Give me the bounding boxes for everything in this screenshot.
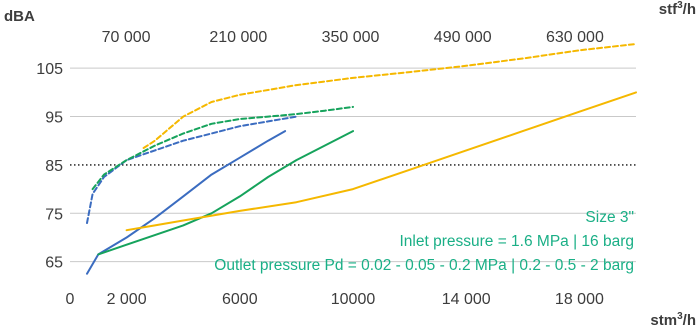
x-unit-suffix: /h — [683, 312, 696, 329]
series-layer — [86, 43, 637, 275]
y-tick-label: 105 — [36, 61, 63, 78]
x-unit-sup: 3 — [677, 311, 683, 322]
y-axis-unit: dBA — [4, 8, 35, 25]
x-axis-unit: stm3/h — [650, 311, 696, 329]
annotation-inlet-pressure: Inlet pressure = 1.6 MPa | 16 barg — [399, 233, 634, 250]
series-line-2 — [97, 130, 354, 256]
series-line-3 — [125, 91, 637, 232]
x2-axis-unit: stf3/h — [659, 0, 696, 18]
x-tick-label: 18 000 — [555, 291, 604, 308]
x2-tick-label: 490 000 — [434, 29, 492, 46]
x-axis-ticks: 0 2 000 6000 10000 14 000 18 000 — [66, 291, 604, 308]
x2-axis-ticks: 70 000 210 000 350 000 490 000 630 000 — [102, 29, 604, 46]
series-line-4 — [86, 115, 298, 224]
x2-tick-label: 210 000 — [209, 29, 267, 46]
y-tick-label: 75 — [45, 206, 63, 223]
x2-unit-sup: 3 — [677, 0, 683, 11]
x-tick-label: 0 — [66, 291, 75, 308]
x-tick-label: 6000 — [222, 291, 258, 308]
x-tick-label: 14 000 — [442, 291, 491, 308]
series-line-5 — [91, 105, 354, 191]
x2-unit-suffix: /h — [683, 1, 696, 18]
y-tick-label: 85 — [45, 158, 63, 175]
x-tick-label: 2 000 — [107, 291, 147, 308]
series-line-1 — [86, 130, 287, 275]
x-unit-base: stm — [650, 312, 677, 329]
y-axis-ticks: 65 75 85 95 105 — [36, 61, 63, 271]
x2-tick-label: 70 000 — [102, 29, 151, 46]
x-tick-label: 10000 — [331, 291, 376, 308]
annotation-size: Size 3" — [585, 209, 634, 226]
grid-lines — [70, 67, 636, 263]
x2-tick-label: 630 000 — [546, 29, 604, 46]
annotation-outlet-pressure: Outlet pressure Pd = 0.02 - 0.05 - 0.2 M… — [214, 257, 634, 274]
series-line-6 — [142, 43, 637, 149]
y-tick-label: 95 — [45, 110, 63, 127]
x2-tick-label: 350 000 — [322, 29, 380, 46]
y-tick-label: 65 — [45, 255, 63, 272]
x2-unit-base: stf — [659, 1, 678, 18]
